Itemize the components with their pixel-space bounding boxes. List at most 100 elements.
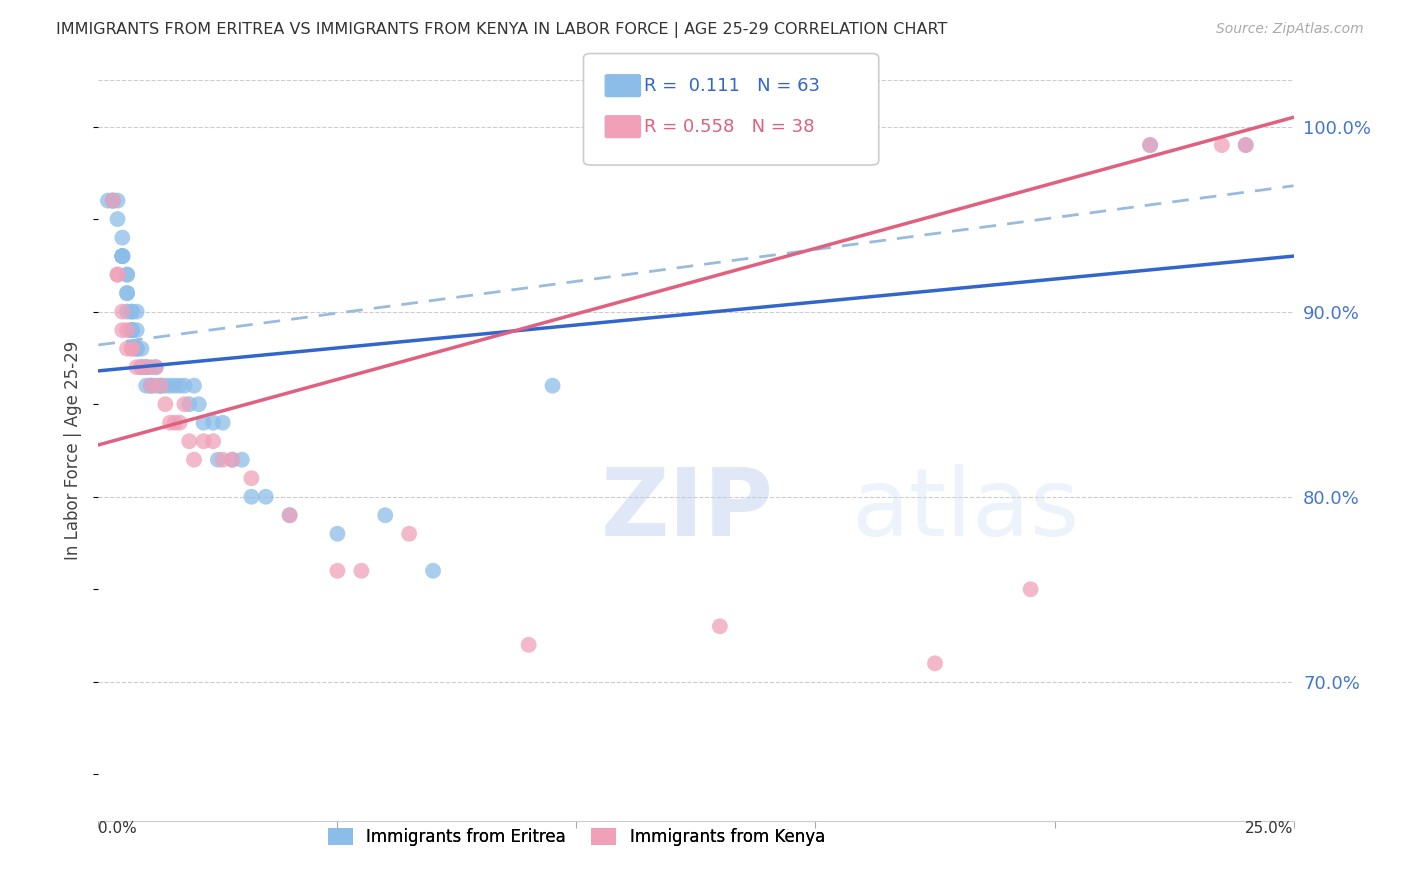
Point [111,249,134,263]
Point [145,360,167,375]
Point [121,323,143,337]
Point [115,286,138,301]
Point [278,508,301,523]
Point [121,304,143,318]
Point [115,268,138,282]
Point [163,378,186,392]
Point [240,471,263,485]
Point [326,526,349,541]
Point [121,304,143,318]
Point [101,194,124,208]
Point [111,323,134,337]
Point [107,268,129,282]
Point [121,323,143,337]
Point [169,378,191,392]
Point [179,434,201,449]
Point [1139,138,1161,153]
Point [149,378,172,392]
Point [111,249,134,263]
Text: IMMIGRANTS FROM ERITREA VS IMMIGRANTS FROM KENYA IN LABOR FORCE | AGE 25-29 CORR: IMMIGRANTS FROM ERITREA VS IMMIGRANTS FR… [56,22,948,38]
Point [125,342,148,356]
Point [111,249,134,263]
Point [1019,582,1042,597]
Point [207,452,229,467]
Point [125,342,148,356]
Point [1234,138,1257,153]
Point [139,378,162,392]
Point [541,378,564,392]
Point [115,268,138,282]
Point [149,378,172,392]
Point [121,342,143,356]
Point [107,194,129,208]
Y-axis label: In Labor Force | Age 25-29: In Labor Force | Age 25-29 [65,341,83,560]
Point [254,490,277,504]
Point [115,323,138,337]
Point [149,378,172,392]
Point [135,378,157,392]
Point [115,286,138,301]
Point [183,452,205,467]
Point [179,397,201,411]
Point [139,378,162,392]
Point [163,416,186,430]
Point [159,378,181,392]
Point [135,360,157,375]
Point [121,323,143,337]
Point [183,378,205,392]
Point [131,360,153,375]
Point [101,194,124,208]
Point [115,304,138,318]
Point [135,360,157,375]
Point [1211,138,1233,153]
Point [101,194,124,208]
Point [131,360,153,375]
Point [211,416,233,430]
Point [173,397,195,411]
Point [709,619,731,633]
Point [131,360,153,375]
Text: R =  0.111   N = 63: R = 0.111 N = 63 [644,77,820,95]
Point [125,342,148,356]
Point [159,416,181,430]
Point [211,452,233,467]
Point [193,416,215,430]
Point [169,416,191,430]
Point [202,416,225,430]
Point [125,304,148,318]
Point [1234,138,1257,153]
Legend: Immigrants from Eritrea, Immigrants from Kenya: Immigrants from Eritrea, Immigrants from… [322,822,831,853]
Point [221,452,243,467]
Point [155,378,177,392]
Point [326,564,349,578]
Point [278,508,301,523]
Point [193,434,215,449]
Point [924,657,946,671]
Point [202,434,225,449]
Point [350,564,373,578]
Point [125,360,148,375]
Point [145,360,167,375]
Text: atlas: atlas [852,464,1080,556]
Point [121,323,143,337]
Text: Source: ZipAtlas.com: Source: ZipAtlas.com [1216,22,1364,37]
Point [155,397,177,411]
Text: ZIP: ZIP [600,464,773,556]
Point [1139,138,1161,153]
Text: 25.0%: 25.0% [1246,821,1294,836]
Point [131,342,153,356]
Point [139,360,162,375]
Point [139,378,162,392]
Point [173,378,195,392]
Point [374,508,396,523]
Point [111,230,134,244]
Text: 0.0%: 0.0% [98,821,138,836]
Point [398,526,420,541]
Point [145,378,167,392]
Point [517,638,540,652]
Point [231,452,253,467]
Text: R = 0.558   N = 38: R = 0.558 N = 38 [644,118,814,136]
Point [121,342,143,356]
Point [240,490,263,504]
Point [111,304,134,318]
